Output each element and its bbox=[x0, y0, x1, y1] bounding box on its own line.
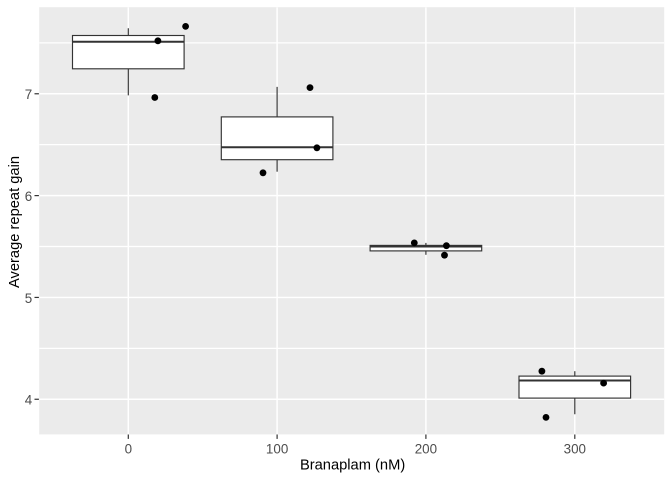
svg-text:300: 300 bbox=[564, 442, 586, 457]
svg-text:5: 5 bbox=[25, 291, 32, 306]
svg-text:Average repeat gain: Average repeat gain bbox=[7, 156, 23, 288]
svg-text:100: 100 bbox=[266, 442, 288, 457]
svg-text:0: 0 bbox=[125, 442, 132, 457]
svg-text:7: 7 bbox=[25, 87, 32, 102]
svg-text:200: 200 bbox=[415, 442, 437, 457]
svg-text:4: 4 bbox=[25, 393, 33, 408]
svg-text:Branaplam (nM): Branaplam (nM) bbox=[300, 457, 405, 473]
svg-text:6: 6 bbox=[25, 189, 32, 204]
